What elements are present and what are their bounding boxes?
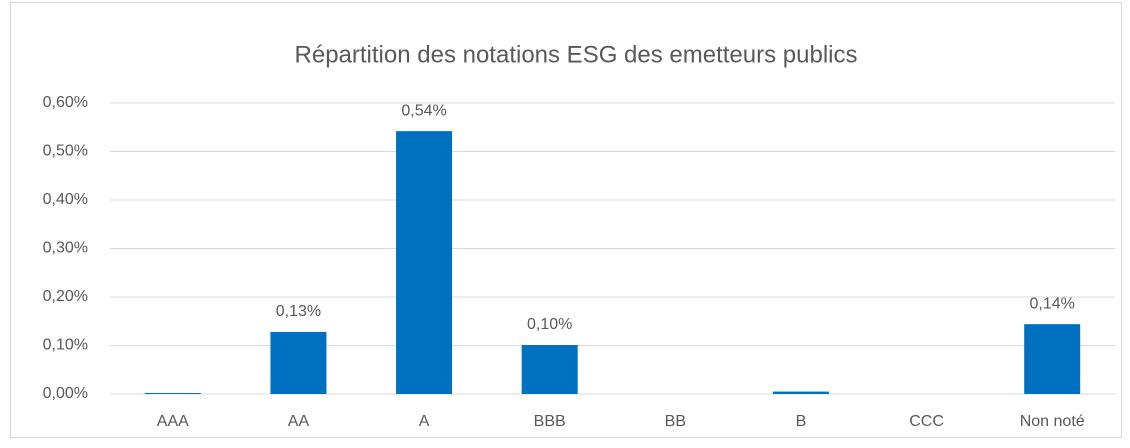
x-tick-label: BBB: [534, 413, 566, 430]
y-tick-label: 0,60%: [43, 94, 88, 111]
y-tick-label: 0,00%: [43, 385, 88, 402]
bar: [1024, 324, 1081, 394]
bar: [270, 331, 327, 394]
x-tick-label: CCC: [909, 413, 944, 430]
data-label: 0,54%: [401, 102, 446, 119]
x-tick-label: AA: [288, 413, 310, 430]
y-tick-label: 0,50%: [43, 143, 88, 160]
data-label: 0,14%: [1030, 295, 1075, 312]
x-tick-label: BB: [665, 413, 686, 430]
x-tick-label: A: [419, 413, 430, 430]
bar: [144, 393, 201, 394]
x-tick-label: AAA: [157, 413, 189, 430]
bar: [772, 391, 829, 394]
y-tick-label: 0,30%: [43, 240, 88, 257]
y-tick-label: 0,20%: [43, 288, 88, 305]
bar: [396, 131, 453, 394]
x-tick-label: B: [796, 413, 807, 430]
x-tick-label: Non noté: [1020, 413, 1085, 430]
y-tick-label: 0,10%: [43, 337, 88, 354]
bar: [521, 345, 578, 394]
data-label: 0,13%: [276, 303, 321, 320]
data-label: 0,10%: [527, 316, 572, 333]
y-tick-label: 0,40%: [43, 191, 88, 208]
chart-title: Répartition des notations ESG des emette…: [295, 41, 858, 68]
